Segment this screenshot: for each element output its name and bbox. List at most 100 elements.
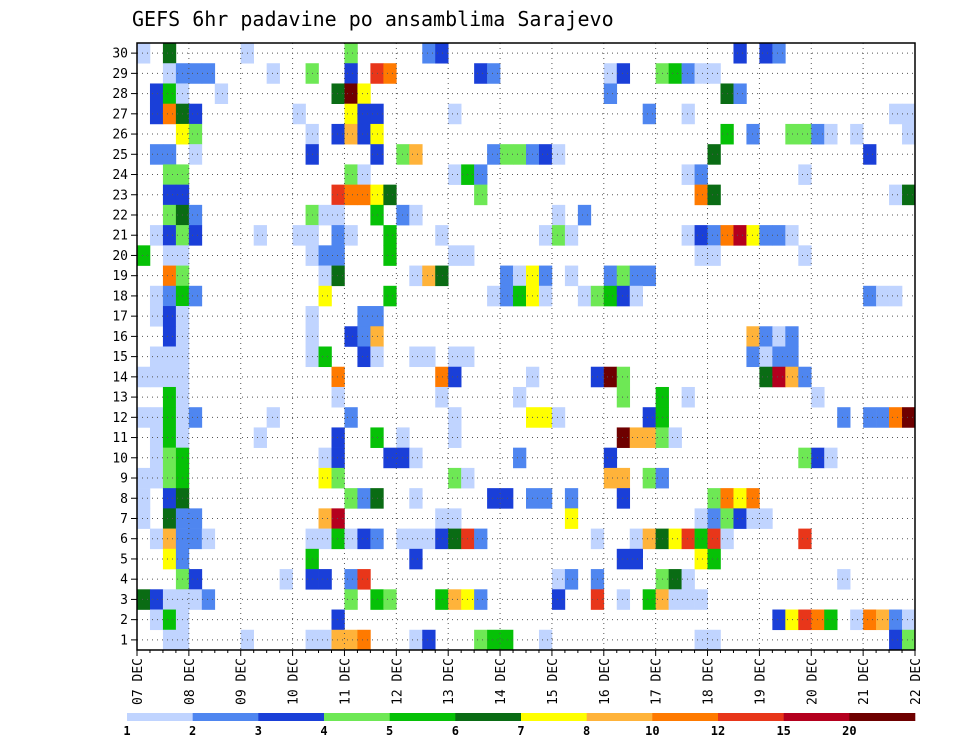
heat-cell xyxy=(733,225,747,246)
heat-cell xyxy=(331,123,345,145)
heat-cell xyxy=(798,245,812,266)
heat-cell xyxy=(149,225,164,246)
heat-cell xyxy=(331,386,345,408)
heat-cell xyxy=(162,164,177,185)
heat-cell xyxy=(474,528,488,550)
heat-cell xyxy=(824,123,838,145)
heat-cell xyxy=(162,427,177,448)
heat-cell xyxy=(707,488,721,509)
heat-cell xyxy=(448,164,462,185)
heat-cell xyxy=(538,407,553,428)
heat-cell xyxy=(902,629,916,651)
y-tick-label: 8 xyxy=(120,492,128,507)
x-tick-label: 10 DEC xyxy=(287,658,302,705)
heat-cell xyxy=(292,225,306,246)
x-tick-label: 18 DEC xyxy=(702,658,717,705)
heat-cell xyxy=(681,103,695,125)
heat-cell xyxy=(188,508,203,529)
heat-cell xyxy=(331,629,345,651)
legend-level-label: 12 xyxy=(711,724,725,738)
heat-cell xyxy=(616,265,631,287)
heat-cell xyxy=(616,285,631,307)
heat-cell xyxy=(629,427,643,448)
heat-cell xyxy=(422,528,436,550)
heat-cell xyxy=(759,508,773,529)
heat-cell xyxy=(162,366,177,388)
heat-cell xyxy=(681,225,695,246)
heat-cell xyxy=(383,245,397,266)
heat-cell xyxy=(694,245,708,266)
x-tick-label: 20 DEC xyxy=(805,658,820,705)
heat-cell xyxy=(759,346,773,368)
heat-cell xyxy=(318,467,332,489)
heat-cell xyxy=(707,184,721,206)
heat-cell xyxy=(629,265,643,287)
heat-cell xyxy=(357,326,371,347)
heat-cell xyxy=(603,83,618,104)
y-tick-label: 28 xyxy=(112,87,128,102)
heat-cell xyxy=(889,184,903,206)
heat-cell xyxy=(331,508,345,529)
heat-cell xyxy=(162,528,177,550)
heat-cell xyxy=(344,589,358,610)
heat-cell xyxy=(707,548,721,570)
heat-cell xyxy=(681,164,695,185)
heat-cell xyxy=(422,265,436,287)
heat-cell xyxy=(642,467,656,489)
heat-cell xyxy=(694,548,708,570)
heat-cell xyxy=(357,103,371,125)
legend-swatch xyxy=(849,713,916,721)
heat-cell xyxy=(448,366,462,388)
heat-cell xyxy=(162,63,177,84)
heat-cell xyxy=(513,285,527,307)
heat-cell xyxy=(435,528,449,550)
heat-cell xyxy=(616,63,631,84)
heat-cell xyxy=(772,326,786,347)
heat-cell xyxy=(331,245,345,266)
heat-cell xyxy=(616,366,631,388)
heat-cell xyxy=(642,103,656,125)
x-tick-label: 07 DEC xyxy=(131,658,146,705)
heat-cell xyxy=(681,589,695,610)
heat-cell xyxy=(746,326,760,347)
heat-cell xyxy=(162,548,177,570)
heat-cell xyxy=(409,447,423,469)
legend-level-label: 10 xyxy=(645,724,659,738)
heat-cell xyxy=(409,629,423,651)
heat-cell xyxy=(889,407,903,428)
heat-cell xyxy=(448,346,462,368)
x-tick-label: 13 DEC xyxy=(442,658,457,705)
y-tick-label: 15 xyxy=(112,350,128,365)
heat-cell xyxy=(487,629,501,651)
heat-cell xyxy=(513,386,527,408)
heat-cell xyxy=(188,407,203,428)
heat-cell xyxy=(798,609,812,631)
y-tick-label: 17 xyxy=(112,310,128,325)
heat-cell xyxy=(344,123,358,145)
legend-swatch xyxy=(521,713,587,721)
heat-cell xyxy=(785,346,799,368)
heat-cell xyxy=(616,548,631,570)
heat-cell xyxy=(474,184,488,206)
heat-cell xyxy=(629,548,643,570)
heat-cell xyxy=(409,548,423,570)
heat-cell xyxy=(357,306,371,327)
heat-cell xyxy=(149,589,164,610)
heat-cell xyxy=(201,528,216,550)
y-tick-label: 29 xyxy=(112,67,128,82)
heat-cell xyxy=(733,83,747,104)
heat-cell xyxy=(642,265,656,287)
heat-cell xyxy=(902,123,916,145)
heat-cell xyxy=(149,427,164,448)
x-tick-label: 22 DEC xyxy=(909,658,924,705)
heat-cell xyxy=(201,589,216,610)
heat-cell xyxy=(564,508,579,529)
heat-cell xyxy=(357,164,371,185)
heat-cell xyxy=(746,346,760,368)
heat-cell xyxy=(162,103,177,125)
heat-cell xyxy=(162,184,177,206)
heat-cell xyxy=(616,427,631,448)
heat-cell xyxy=(564,265,579,287)
y-tick-label: 23 xyxy=(112,188,128,203)
